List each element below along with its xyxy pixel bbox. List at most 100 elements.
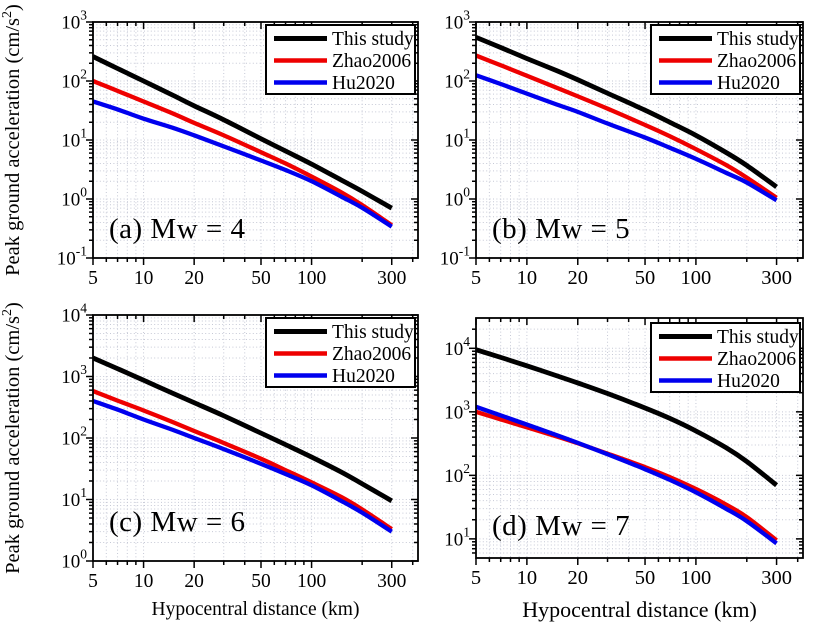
- legend-label: Hu2020: [717, 371, 780, 392]
- y-tick-label: 103: [444, 8, 470, 34]
- legend-label: Zhao2006: [332, 344, 411, 365]
- x-tick-label: 20: [568, 567, 589, 589]
- legend-entry: Hu2020: [659, 73, 780, 94]
- x-tick-label: 100: [681, 567, 712, 589]
- y-tick-label: 104: [61, 301, 87, 327]
- legend-entry: Zhao2006: [274, 344, 411, 365]
- legend-label: Zhao2006: [717, 51, 796, 72]
- curves-c: [93, 355, 393, 534]
- y-tick-label: 101: [61, 126, 87, 152]
- x-tick-label: 5: [471, 267, 481, 289]
- x-tick-label: 20: [184, 571, 204, 592]
- legend-entry: Hu2020: [274, 366, 395, 387]
- legend-label: This study: [717, 327, 799, 348]
- x-tick-label: 20: [184, 268, 204, 289]
- y-tick-label: 10-1: [440, 244, 470, 270]
- x-tick-label: 50: [635, 567, 656, 589]
- x-tick-label: 100: [297, 268, 326, 289]
- y-tick-label: 101: [444, 126, 470, 152]
- panel-annotation: (d) Mw = 7: [492, 510, 630, 542]
- legend-label: This study: [332, 29, 414, 50]
- curves-d: [476, 347, 779, 546]
- legend-entry: Zhao2006: [659, 51, 796, 72]
- y-axis-label: Peak ground acceleration (cm/s2): [0, 302, 24, 574]
- curve-hu2020: [93, 99, 393, 229]
- x-tick-label: 50: [251, 571, 271, 592]
- x-tick-label: 300: [761, 567, 792, 589]
- legend-entry: Zhao2006: [274, 51, 411, 72]
- panel-annotation: (a) Mw = 4: [109, 213, 246, 245]
- y-tick-label: 100: [444, 185, 470, 211]
- curve-hu2020: [93, 398, 393, 534]
- x-tick-label: 5: [88, 268, 98, 289]
- y-axis-label: Peak ground acceleration (cm/s2): [0, 4, 24, 276]
- x-tick-label: 20: [568, 267, 589, 289]
- curve-this-study: [93, 54, 393, 211]
- y-tick-label: 101: [444, 524, 470, 550]
- y-tick-label: 104: [444, 334, 470, 360]
- y-tick-label: 102: [444, 461, 470, 487]
- y-tick-label: 100: [61, 185, 87, 211]
- panel-b: 5 10 20 50 100 300 10-1 100 101 102 103 (b) Mw = 5 T…: [440, 8, 804, 289]
- curves-b: [476, 35, 778, 203]
- x-tick-label: 300: [377, 268, 406, 289]
- legend-entry: This study: [274, 29, 414, 50]
- x-axis-label: Hypocentral distance (km): [152, 599, 360, 620]
- curve-this-study: [476, 35, 778, 189]
- curve-zhao2006: [93, 79, 393, 227]
- legend-entry: Hu2020: [274, 73, 395, 94]
- x-axis-label: Hypocentral distance (km): [522, 597, 757, 622]
- x-tick-label: 100: [681, 267, 712, 289]
- y-tick-label: 103: [61, 8, 87, 34]
- curve-hu2020: [476, 73, 778, 203]
- x-tick-label: 100: [297, 571, 326, 592]
- y-tick-label: 102: [61, 67, 87, 93]
- x-tick-label: 10: [517, 267, 538, 289]
- x-tick-label: 50: [251, 268, 271, 289]
- y-tick-label: 103: [61, 362, 87, 388]
- panel-d: 5 10 20 50 100 300 101 102 103 104 (d) Mw = 7 Hypoc…: [444, 317, 804, 622]
- y-tick-label: 100: [61, 547, 87, 573]
- legend-label: Hu2020: [332, 366, 395, 387]
- plot-box-d: [475, 317, 804, 559]
- ticks-a: [86, 21, 418, 265]
- curve-this-study: [93, 355, 393, 503]
- ticks-d: [469, 318, 803, 565]
- y-tick-label: 101: [61, 485, 87, 511]
- y-tick-label: 102: [61, 424, 87, 450]
- curves-a: [93, 54, 393, 229]
- y-tick-label: 102: [444, 67, 470, 93]
- x-tick-label: 50: [635, 267, 656, 289]
- curve-zhao2006: [93, 389, 393, 531]
- x-tick-label: 10: [134, 571, 154, 592]
- x-tick-label: 300: [761, 267, 792, 289]
- x-tick-label: 10: [517, 567, 538, 589]
- legend-label: Hu2020: [717, 73, 780, 94]
- legend-label: Hu2020: [332, 73, 395, 94]
- legend-entry: Zhao2006: [659, 349, 796, 370]
- panel-a: 5 10 20 50 100 300 10-1 100 101 102 103 (a) Mw = 4 P…: [0, 4, 419, 289]
- legend-label: Zhao2006: [332, 51, 411, 72]
- curve-this-study: [476, 347, 779, 488]
- legend-entry: This study: [274, 322, 414, 343]
- panel-c: 5 10 20 50 100 300 100 101 102 103 104 (c) Mw = 6 Hy…: [0, 301, 419, 620]
- y-tick-label: 103: [444, 397, 470, 423]
- panel-annotation: (c) Mw = 6: [109, 506, 246, 538]
- x-tick-label: 5: [88, 571, 98, 592]
- panel-annotation: (b) Mw = 5: [492, 213, 630, 245]
- legend-label: This study: [332, 322, 414, 343]
- legend-entry: This study: [659, 29, 799, 50]
- x-tick-label: 10: [134, 268, 154, 289]
- legend-label: Zhao2006: [717, 349, 796, 370]
- x-tick-label: 5: [471, 567, 481, 589]
- legend-entry: Hu2020: [659, 371, 780, 392]
- x-tick-label: 300: [377, 571, 406, 592]
- y-tick-label: 10-1: [57, 244, 87, 270]
- curve-hu2020: [476, 404, 778, 546]
